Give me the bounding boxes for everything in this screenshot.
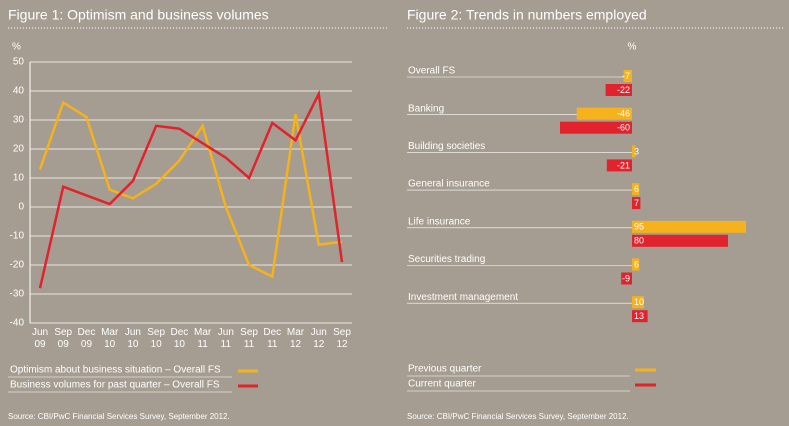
x-tick-label: Sep 10 <box>147 327 166 350</box>
value-label: -60 <box>617 123 630 133</box>
category-label: General insurance <box>408 179 490 190</box>
y-tick-label: 30 <box>13 115 25 126</box>
category-label: Banking <box>408 103 444 114</box>
category-label: Life insurance <box>408 216 471 227</box>
y-tick-label: 0 <box>18 202 24 213</box>
y-tick-label: -10 <box>10 231 25 242</box>
y-tick-label: 40 <box>13 86 25 97</box>
value-label: -46 <box>617 109 630 119</box>
x-tick-label: Mar 11 <box>193 327 212 350</box>
x-tick-label: Jun 09 <box>31 327 49 350</box>
legend-label: Optimism about business situation – Over… <box>10 365 221 376</box>
y-tick-label: -40 <box>10 318 25 329</box>
value-label: 6 <box>634 259 639 269</box>
x-tick-label: Jun 12 <box>310 327 327 350</box>
legend-label: Business volumes for past quarter – Over… <box>10 380 220 391</box>
value-label: 95 <box>634 222 644 232</box>
x-tick-label: Dec 09 <box>77 327 96 350</box>
x-tick-label: Jun 11 <box>217 327 234 350</box>
bar <box>621 272 632 285</box>
value-label: -21 <box>617 160 630 170</box>
bar <box>632 220 746 233</box>
line <box>38 89 344 289</box>
bar <box>632 296 644 309</box>
source: Source: CBI/PwC Financial Services Surve… <box>407 412 629 421</box>
bar <box>632 197 641 210</box>
legend-label: Previous quarter <box>408 364 482 375</box>
category-label: Investment management <box>408 292 518 303</box>
chart-title: Figure 1: Optimism and business volumes <box>8 7 269 23</box>
bar <box>632 310 648 323</box>
value-label: 7 <box>634 198 639 208</box>
bar <box>623 70 632 82</box>
bar <box>632 183 640 196</box>
value-label: 13 <box>634 311 644 321</box>
x-tick-label: Sep 11 <box>240 327 258 350</box>
category-label: Overall FS <box>408 66 456 77</box>
bar <box>632 234 728 247</box>
y-tick-label: -20 <box>10 260 25 271</box>
value-label: 6 <box>634 184 639 194</box>
x-tick-label: Dec 11 <box>263 327 282 350</box>
y-tick-label: 20 <box>13 144 25 155</box>
bar <box>606 159 632 172</box>
y-axis-label: % <box>12 42 21 53</box>
line <box>38 100 343 279</box>
x-axis-label: % <box>628 42 637 53</box>
x-tick-label: Mar 12 <box>286 327 305 350</box>
chart-title: Figure 2: Trends in numbers employed <box>407 7 647 23</box>
category-label: Building societies <box>408 141 485 152</box>
x-tick-label: Sep 12 <box>333 327 351 350</box>
bar <box>560 121 632 134</box>
value-label: 3 <box>634 146 639 156</box>
source: Source: CBI/PwC Financial Services Surve… <box>8 412 230 421</box>
x-tick-label: Dec 10 <box>170 327 189 350</box>
y-tick-label: -30 <box>10 289 25 300</box>
value-label: 80 <box>634 236 644 246</box>
x-tick-label: Sep 09 <box>54 327 73 350</box>
x-tick-label: Jun 10 <box>124 327 141 350</box>
value-label: -7 <box>622 71 630 81</box>
y-tick-label: 10 <box>13 173 25 184</box>
legend-label: Current quarter <box>408 379 476 390</box>
category-label: Securities trading <box>408 254 485 265</box>
y-tick-label: 50 <box>13 57 25 68</box>
value-label: -9 <box>622 273 630 283</box>
bar <box>632 145 636 158</box>
value-label: 10 <box>634 297 644 307</box>
bar <box>632 258 640 271</box>
bar <box>576 107 632 120</box>
value-label: -22 <box>617 85 630 95</box>
bar <box>605 84 632 96</box>
x-tick-label: Mar 10 <box>101 327 119 350</box>
